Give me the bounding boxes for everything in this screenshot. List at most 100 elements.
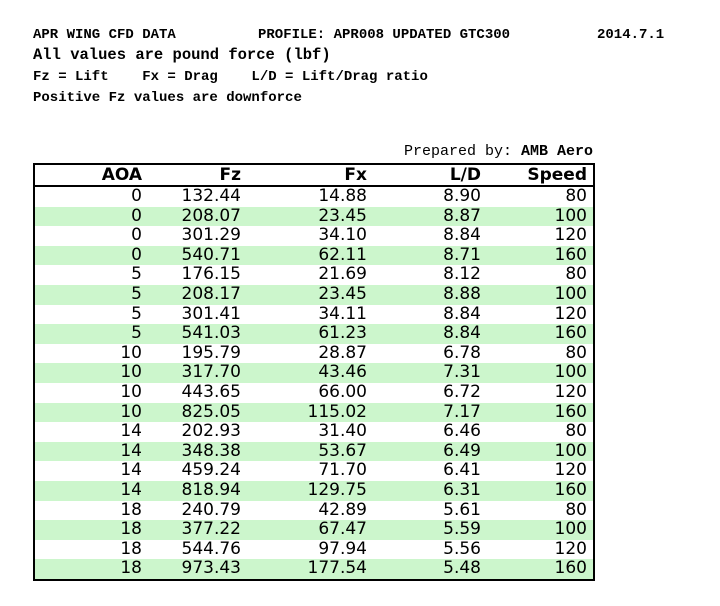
table-cell: 120 [554, 539, 587, 559]
table-cell: 42.89 [318, 500, 367, 520]
table-cell: 18 [120, 539, 142, 559]
table-cell: 541.03 [181, 324, 241, 344]
table-body: 0 132.44 14.88 8.90 80 0 208.07 23.45 8.87 100 0 30… [34, 186, 594, 580]
downforce-note: Positive Fz values are downforce [33, 90, 302, 106]
column-header-l-d: L/D [373, 164, 487, 187]
table-cell: 160 [554, 559, 587, 579]
table-cell: 8.87 [443, 206, 481, 226]
table-cell: 62.11 [318, 245, 367, 265]
table-cell: 317.70 [181, 363, 241, 383]
table-cell: 31.40 [318, 422, 367, 442]
table-row: 14 202.93 31.40 6.46 80 [34, 422, 594, 442]
table-cell: 120 [554, 304, 587, 324]
table-header-row: AOA Fz Fx L/D Speed [34, 164, 594, 187]
table-cell: 43.46 [318, 363, 367, 383]
table-cell: 825.05 [181, 402, 241, 422]
table-row: 14 348.38 53.67 6.49 100 [34, 441, 594, 462]
table-row: 14 818.94 129.75 6.31 160 [34, 480, 594, 501]
table-cell: 10 [120, 382, 142, 402]
table-cell: 5 [131, 324, 142, 344]
table-cell: 5.59 [443, 520, 481, 540]
table-cell: 8.88 [443, 284, 481, 304]
column-header-speed: Speed [487, 164, 594, 187]
table-cell: 100 [554, 206, 587, 226]
table-cell: 6.46 [443, 422, 481, 442]
table-cell: 61.23 [318, 324, 367, 344]
table-cell: 540.71 [181, 245, 241, 265]
table-cell: 66.00 [318, 382, 367, 402]
table-cell: 5 [131, 265, 142, 285]
table-cell: 377.22 [181, 520, 241, 540]
table-cell: 301.41 [181, 304, 241, 324]
table-cell: 544.76 [181, 539, 241, 559]
table-cell: 818.94 [181, 480, 241, 500]
table-cell: 100 [554, 363, 587, 383]
table-cell: 0 [131, 245, 142, 265]
table-row: 0 301.29 34.10 8.84 120 [34, 226, 594, 246]
table-cell: 80 [565, 343, 587, 363]
table-cell: 160 [554, 245, 587, 265]
table-cell: 195.79 [181, 343, 241, 363]
table-cell: 120 [554, 226, 587, 246]
table-cell: 0 [131, 226, 142, 246]
prepared-by-line: Prepared by: AMB Aero [404, 143, 593, 160]
table-cell: 8.90 [443, 186, 481, 206]
table-cell: 129.75 [307, 480, 367, 500]
table-cell: 80 [565, 265, 587, 285]
table-cell: 6.49 [443, 441, 481, 461]
table-cell: 80 [565, 500, 587, 520]
table-cell: 14.88 [318, 186, 367, 206]
table-cell: 53.67 [318, 441, 367, 461]
table-cell: 28.87 [318, 343, 367, 363]
table-row: 10 443.65 66.00 6.72 120 [34, 382, 594, 403]
table-cell: 208.17 [181, 284, 241, 304]
table-cell: 10 [120, 363, 142, 383]
table-row: 14 459.24 71.70 6.41 120 [34, 461, 594, 481]
table-cell: 5.61 [443, 500, 481, 520]
column-header-fx: Fx [247, 164, 373, 187]
units-note: All values are pound force (lbf) [33, 46, 331, 64]
table-cell: 34.11 [318, 304, 367, 324]
table-cell: 132.44 [181, 186, 241, 206]
table-cell: 23.45 [318, 284, 367, 304]
table-cell: 443.65 [181, 382, 241, 402]
table-row: 10 195.79 28.87 6.78 80 [34, 343, 594, 364]
table-cell: 176.15 [181, 265, 241, 285]
table-cell: 459.24 [181, 461, 241, 481]
table-row: 18 377.22 67.47 5.59 100 [34, 520, 594, 540]
legend-note: Fz = Lift Fx = Drag L/D = Lift/Drag rati… [33, 69, 428, 85]
table-cell: 160 [554, 480, 587, 500]
table-cell: 18 [120, 500, 142, 520]
table-cell: 115.02 [307, 402, 367, 422]
table-cell: 6.41 [443, 461, 481, 481]
prepared-by-label: Prepared by: [403, 143, 521, 160]
column-header-fz: Fz [148, 164, 247, 187]
table-cell: 18 [120, 520, 142, 540]
table-row: 18 973.43 177.54 5.48 160 [34, 559, 594, 580]
table-row: 18 544.76 97.94 5.56 120 [34, 539, 594, 560]
table-cell: 120 [554, 461, 587, 481]
table-cell: 80 [565, 422, 587, 442]
table-cell: 14 [120, 422, 142, 442]
table-row: 10 317.70 43.46 7.31 100 [34, 363, 594, 383]
profile-label: PROFILE: APR008 UPDATED GTC300 [258, 27, 511, 43]
table-cell: 10 [120, 343, 142, 363]
table-row: 5 176.15 21.69 8.12 80 [34, 265, 594, 285]
table-cell: 0 [131, 186, 142, 206]
table-cell: 5.48 [443, 559, 481, 579]
table-cell: 120 [554, 382, 587, 402]
table-cell: 202.93 [181, 422, 241, 442]
table-cell: 67.47 [318, 520, 367, 540]
table-cell: 7.31 [443, 363, 481, 383]
table-cell: 160 [554, 324, 587, 344]
report-date: 2014.7.1 [597, 27, 665, 43]
table-cell: 71.70 [318, 461, 367, 481]
table-cell: 21.69 [318, 265, 367, 285]
table-cell: 23.45 [318, 206, 367, 226]
column-header-aoa: AOA [34, 164, 148, 187]
table-cell: 5 [131, 304, 142, 324]
prepared-by-name: AMB Aero [520, 143, 593, 160]
report-title: APR WING CFD DATA [33, 27, 176, 43]
cfd-data-table: AOA Fz Fx L/D Speed 0 132.44 14.88 8.90 80 0 208.0… [33, 163, 595, 581]
